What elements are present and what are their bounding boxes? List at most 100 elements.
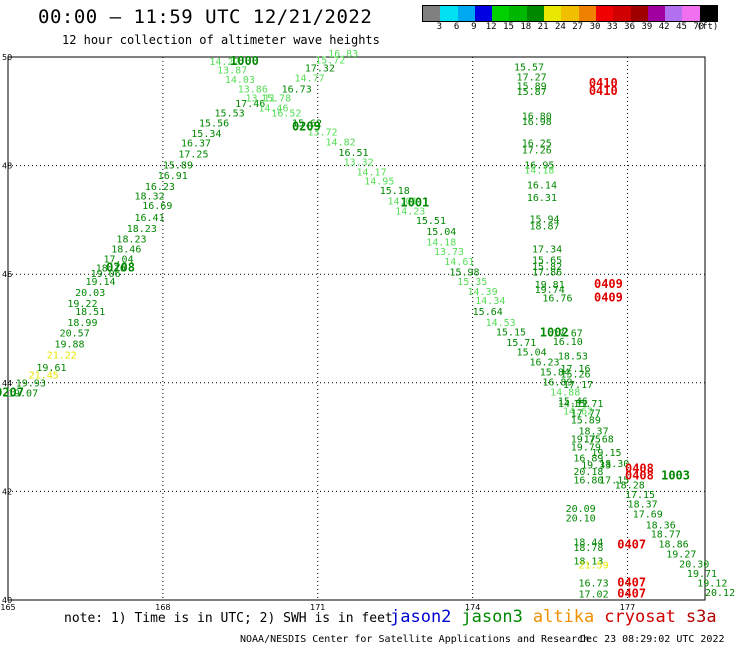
wave-height-value: 16.37 xyxy=(181,139,211,150)
wave-height-value: 14.18 xyxy=(524,166,554,177)
footer-timestamp: Dec 23 08:29:02 UTC 2022 xyxy=(580,634,725,645)
wave-height-value: 14.18 xyxy=(426,237,456,248)
wave-height-value: 15.87 xyxy=(517,87,547,98)
wave-height-value: 15.94 xyxy=(529,215,559,226)
time-label: 0209 xyxy=(292,119,321,133)
wave-height-value: 17.27 xyxy=(517,72,547,83)
wave-height-value: 16.10 xyxy=(553,337,583,348)
wave-height-value: 16.73 xyxy=(579,578,609,589)
wave-height-value: 16.51 xyxy=(338,148,368,159)
wave-height-value: 20.57 xyxy=(60,329,90,340)
wave-height-value: 19.22 xyxy=(67,299,97,310)
wave-height-value: 18.13 xyxy=(573,557,603,568)
satellite-altika: altika xyxy=(532,607,595,627)
wave-height-value: 15.78 xyxy=(261,94,291,105)
wave-height-value: 18.30 xyxy=(599,459,629,470)
lon-tick-label: 177 xyxy=(620,603,635,612)
wave-height-value: 17.77 xyxy=(571,408,601,419)
wave-height-value: 17.34 xyxy=(532,244,562,255)
time-label: 0407 xyxy=(617,575,646,589)
wave-height-value: 16.80 xyxy=(573,475,603,486)
time-label: 0409 xyxy=(594,277,623,291)
wave-height-value: 17.67 xyxy=(553,329,583,340)
wave-height-value: 20.10 xyxy=(566,513,596,524)
wave-height-value: 19.93 xyxy=(16,379,46,390)
wave-height-value: 16.31 xyxy=(527,193,557,204)
wave-height-value: 16.76 xyxy=(542,293,572,304)
color-swatch xyxy=(492,6,510,21)
color-scale-label: (ft) xyxy=(696,22,719,32)
wave-height-value: 15.65 xyxy=(532,255,562,266)
wave-height-value: 15.72 xyxy=(315,56,345,67)
wave-height-value: 18.87 xyxy=(529,222,559,233)
wave-height-value: 17.15 xyxy=(599,475,629,486)
color-scale-label: 30 xyxy=(589,22,601,32)
wave-height-value: 16.25 xyxy=(522,139,552,150)
time-label: 1003 xyxy=(661,468,690,482)
wave-height-value: 17.69 xyxy=(633,509,663,520)
wave-height-value: 14.77 xyxy=(295,73,325,84)
wave-height-value: 19.07 xyxy=(8,388,38,399)
wave-height-value: 21.22 xyxy=(47,350,77,361)
wave-height-value: 16.91 xyxy=(158,171,188,182)
satellite-jason2: jason2 xyxy=(390,607,452,627)
wave-height-value: 17.17 xyxy=(563,380,593,391)
wave-height-value: 15.89 xyxy=(163,160,193,171)
wave-height-value: 18.36 xyxy=(646,520,676,531)
color-swatch xyxy=(561,6,579,21)
wave-height-value: 17.15 xyxy=(625,490,655,501)
wave-height-value: 18.46 xyxy=(111,244,141,255)
color-swatch xyxy=(647,6,666,21)
satellite-s3a: s3a xyxy=(685,607,717,627)
wave-height-value: 18.37 xyxy=(628,500,658,511)
wave-height-value: 19.79 xyxy=(571,443,601,454)
wave-height-value: 16.73 xyxy=(282,84,312,95)
wave-height-value: 21.45 xyxy=(29,370,59,381)
color-swatch xyxy=(699,6,718,21)
color-scale-label: 36 xyxy=(624,22,636,32)
wave-height-value: 16.23 xyxy=(145,182,175,193)
wave-height-value: 16.14 xyxy=(527,180,557,191)
wave-height-value: 21.59 xyxy=(579,561,609,572)
wave-height-value: 19.88 xyxy=(54,340,84,351)
color-scale-label: 9 xyxy=(471,22,477,32)
wave-height-value: 14.01 xyxy=(387,197,417,208)
lat-tick-label: 48 xyxy=(2,162,12,171)
wave-height-value: 16.89 xyxy=(573,454,603,465)
color-swatch xyxy=(630,6,648,21)
wave-height-value: 14.23 xyxy=(395,206,425,217)
lat-tick-label: 50 xyxy=(2,53,12,62)
wave-height-value: 14.62 xyxy=(563,406,593,417)
color-swatch xyxy=(613,6,631,21)
wave-height-value: 19.75 xyxy=(571,435,601,446)
wave-height-value: 14.11 xyxy=(558,399,588,410)
wave-height-value: 20.18 xyxy=(573,467,603,478)
color-swatch xyxy=(544,6,562,21)
wave-height-value: 17.86 xyxy=(532,267,562,278)
wave-height-value: 15.89 xyxy=(517,82,547,93)
wave-height-value: 17.04 xyxy=(104,254,134,265)
wave-height-value: 14.95 xyxy=(364,177,394,188)
wave-height-value: 15.82 xyxy=(532,262,562,273)
color-scale-label: 21 xyxy=(537,22,549,32)
color-swatch xyxy=(595,6,614,21)
wave-height-value: 18.51 xyxy=(75,307,105,318)
color-swatch xyxy=(509,6,527,21)
wave-height-value: 15.71 xyxy=(573,399,603,410)
wave-height-value: 15.04 xyxy=(426,227,456,238)
wave-height-value: 16.69 xyxy=(142,201,172,212)
wave-height-value: 18.99 xyxy=(67,318,97,329)
wave-height-value: 15.04 xyxy=(517,348,547,359)
color-scale-label: 33 xyxy=(606,22,618,32)
wave-height-value: 16.80 xyxy=(522,111,552,122)
color-swatch xyxy=(526,6,545,21)
lat-tick-label: 44 xyxy=(2,379,12,388)
time-label: 0407 xyxy=(617,537,646,551)
time-label: 0408 xyxy=(625,468,654,482)
wave-height-value: 14.22 xyxy=(209,57,239,68)
wave-height-value: 19.12 xyxy=(697,578,727,589)
color-swatch xyxy=(440,6,458,21)
time-label: 0408 xyxy=(625,461,654,475)
wave-height-value: 16.23 xyxy=(529,357,559,368)
wave-height-value: 19.61 xyxy=(36,363,66,374)
